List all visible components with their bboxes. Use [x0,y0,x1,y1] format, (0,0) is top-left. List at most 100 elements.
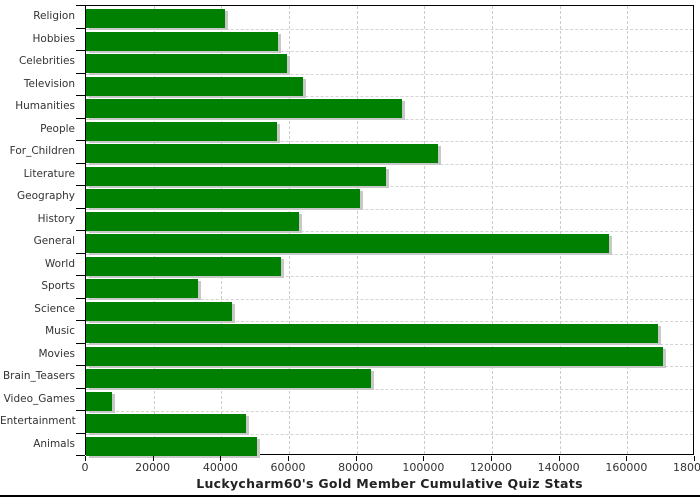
y-axis-label: General [33,235,75,247]
gridline-horizontal [86,208,693,210]
y-axis-tick [76,455,85,456]
gridline-vertical [627,6,629,454]
y-axis-label: Music [45,325,75,337]
x-axis-tick-label: 120000 [470,461,512,474]
y-axis-tick [76,275,85,276]
gridline-horizontal [86,73,693,75]
gridline-horizontal [86,253,693,255]
bar-animals [86,436,257,456]
y-axis-label: Video_Games [3,392,75,405]
bar-for_children [86,144,438,163]
gridline-horizontal [86,163,693,165]
gridline-horizontal [86,433,693,435]
x-axis-tick-label: 40000 [202,461,238,474]
x-axis-tick [288,456,289,461]
bar-people [86,121,277,141]
y-axis-tick [76,252,85,254]
gridline-horizontal [86,276,693,277]
bar-video_games [86,391,112,411]
y-axis-label: Hobbies [32,32,76,45]
y-axis-label: People [40,122,75,135]
x-axis-tick-label: 80000 [338,461,374,474]
gridline-horizontal [86,96,693,97]
x-axis-tick-label: 180000 [673,461,700,474]
x-axis-tick-label: 160000 [605,461,648,474]
plot-area [85,5,694,456]
bar-religion [86,9,225,28]
y-axis-label: Animals [33,437,75,450]
gridline-vertical [559,6,561,454]
y-axis-tick [76,50,85,51]
x-axis-tick [220,456,222,461]
bar-humanities [86,99,402,118]
x-axis-tick [423,456,425,461]
y-axis-tick [76,320,85,321]
chart-title: Luckycharm60's Gold Member Cumulative Qu… [196,476,583,491]
x-axis-tick-label: 20000 [135,461,171,474]
bar-world [86,256,281,276]
gridline-horizontal [86,231,693,232]
gridline-horizontal [86,186,693,187]
bar-music [86,324,658,343]
bar-literature [86,166,386,186]
x-axis-tick [491,456,492,461]
y-axis-label: Television [23,77,75,90]
bottom-rule [0,495,700,497]
x-axis-tick [626,456,628,461]
y-axis-tick [76,230,85,231]
x-axis-tick [694,456,695,461]
y-axis-label: Celebrities [18,55,75,67]
bar-movies [86,346,663,366]
bar-geography [86,189,360,208]
gridline-horizontal [86,366,693,367]
x-axis-tick-label: 100000 [402,461,445,474]
y-axis-label: For_Children [9,145,75,157]
gridline-horizontal [86,321,693,322]
bar-hobbies [86,31,278,51]
bar-celebrities [86,54,287,73]
bar-science [86,301,232,321]
y-axis-label: Geography [17,190,75,202]
y-axis-tick [76,432,85,434]
y-axis-tick [76,5,85,6]
y-axis-tick [76,72,85,74]
y-axis-tick [76,140,85,141]
bar-entertainment [86,414,246,433]
bar-sports [86,279,198,298]
y-axis-label: Literature [23,167,75,180]
gridline-horizontal [86,28,693,30]
x-axis-tick [558,456,560,461]
gridline-vertical [424,6,426,454]
x-axis-tick-label: 0 [81,461,89,474]
x-axis-tick-label: 60000 [270,461,306,474]
x-axis-tick [152,456,154,461]
gridline-vertical [492,6,493,454]
bar-television [86,76,303,96]
gridline-horizontal [86,343,693,345]
gridline-horizontal [86,118,693,120]
bar-brain_teasers [86,369,371,388]
y-axis-label: Religion [33,10,75,22]
y-axis-tick [76,162,85,164]
gridline-vertical [356,6,358,454]
y-axis-tick [76,207,85,209]
y-axis-tick [76,185,85,186]
x-axis-tick-label: 140000 [537,461,580,474]
y-axis-tick [76,365,85,366]
x-axis-tick [355,456,357,461]
y-axis-tick [76,27,85,29]
y-axis-tick [76,117,85,119]
y-axis-tick [76,387,85,389]
bar-history [86,211,299,231]
y-axis-tick [76,297,85,299]
y-axis-label: Sports [41,280,75,292]
y-axis-tick [76,95,85,96]
gridline-horizontal [86,388,693,390]
y-axis-label: History [37,212,75,225]
y-axis-label: Humanities [15,100,75,112]
x-axis-tick [85,456,86,461]
gridline-horizontal [86,411,693,412]
y-axis-label: World [44,257,75,270]
bar-general [86,234,609,253]
